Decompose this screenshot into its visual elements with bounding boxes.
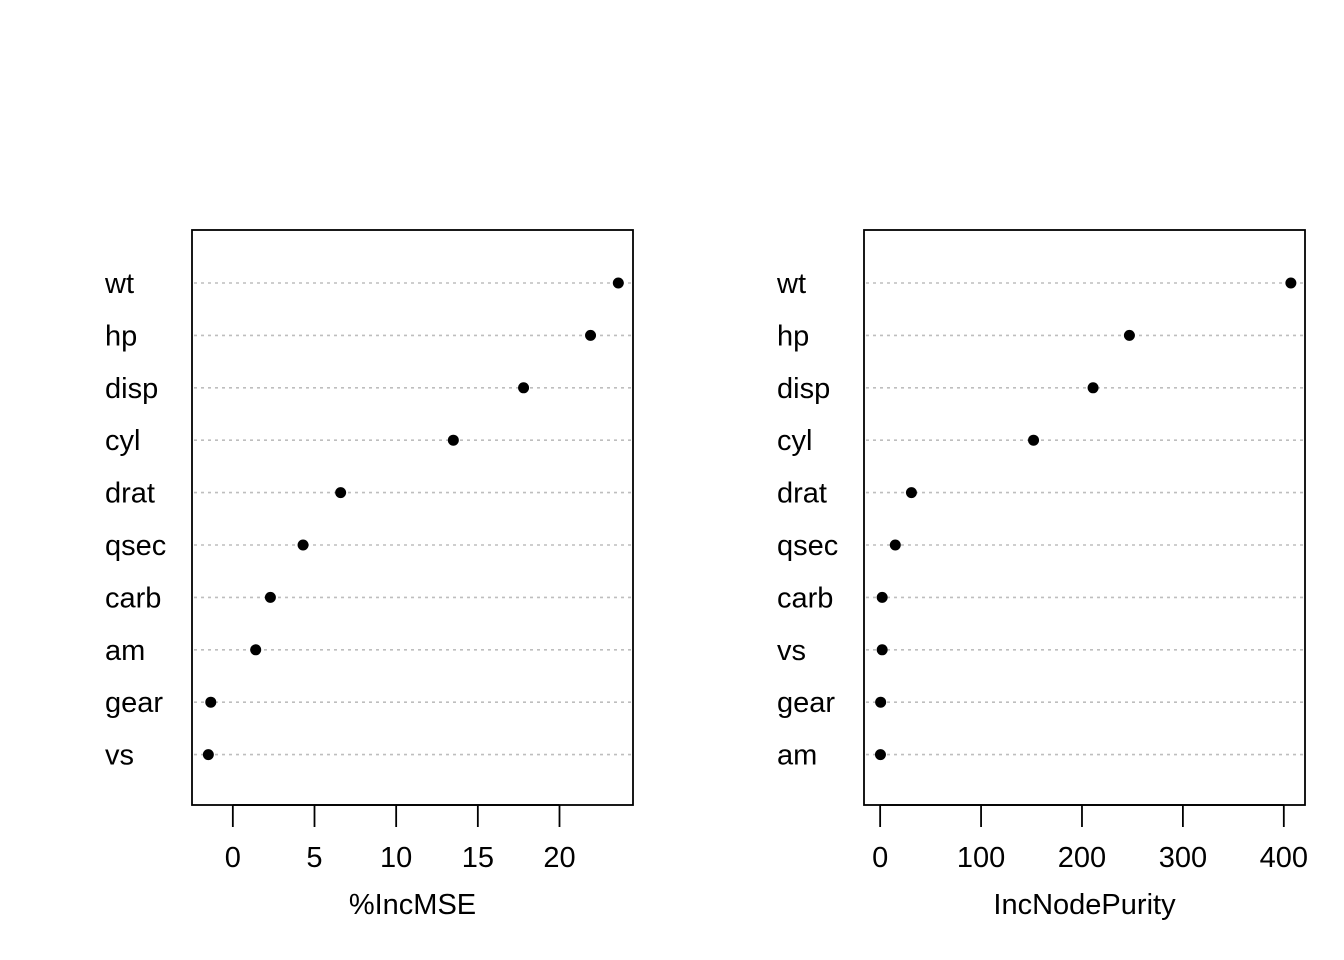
data-point: [264, 591, 276, 603]
data-point: [335, 487, 347, 499]
category-label: gear: [105, 687, 163, 719]
data-point: [1123, 329, 1135, 341]
data-point: [1028, 434, 1040, 446]
x-tick-label: 15: [462, 842, 494, 874]
x-tick-label: 200: [1058, 842, 1106, 874]
category-label: cyl: [105, 425, 140, 457]
category-label: qsec: [105, 530, 166, 562]
data-point: [585, 329, 597, 341]
category-label: disp: [105, 373, 158, 405]
x-axis-label: %IncMSE: [349, 889, 476, 921]
category-label: vs: [105, 740, 134, 772]
category-label: gear: [777, 687, 835, 719]
x-tick-label: 5: [306, 842, 322, 874]
data-point: [202, 749, 214, 761]
panel-incmse: wt hp disp cyl drat qsec carb am gear vs 0 5 10 15 20%…: [104, 229, 634, 921]
category-label: am: [777, 740, 817, 772]
data-point: [889, 539, 901, 551]
data-point: [447, 434, 459, 446]
data-point: [297, 539, 309, 551]
data-point: [205, 696, 217, 708]
x-tick-label: 0: [872, 842, 888, 874]
x-tick-label: 300: [1159, 842, 1207, 874]
category-label: wt: [776, 268, 806, 300]
panel-incnodepurity: wt hp disp cyl drat qsec carb vs gear am 0 100 200 30…: [776, 229, 1308, 921]
x-tick-label: 10: [380, 842, 412, 874]
data-point: [905, 487, 917, 499]
category-label: wt: [104, 268, 134, 300]
x-tick-label: 400: [1260, 842, 1308, 874]
data-point: [250, 644, 262, 656]
category-label: qsec: [777, 530, 838, 562]
plot-frame: [191, 229, 634, 806]
x-tick-label: 20: [543, 842, 575, 874]
category-label: hp: [777, 320, 809, 352]
category-label: drat: [105, 478, 155, 510]
x-tick-label: 100: [957, 842, 1005, 874]
category-label: carb: [777, 582, 833, 614]
data-point: [1087, 382, 1099, 394]
category-label: drat: [777, 478, 827, 510]
x-tick-label: 0: [225, 842, 241, 874]
category-label: vs: [777, 635, 806, 667]
data-point: [1285, 277, 1297, 289]
data-point: [875, 696, 887, 708]
plot-frame: [863, 229, 1306, 806]
data-point: [874, 749, 886, 761]
category-label: hp: [105, 320, 137, 352]
data-point: [876, 591, 888, 603]
x-axis-label: IncNodePurity: [993, 889, 1176, 921]
data-point: [876, 644, 888, 656]
data-point: [612, 277, 624, 289]
category-label: am: [105, 635, 145, 667]
category-label: disp: [777, 373, 830, 405]
category-label: carb: [105, 582, 161, 614]
category-label: cyl: [777, 425, 812, 457]
data-point: [518, 382, 530, 394]
